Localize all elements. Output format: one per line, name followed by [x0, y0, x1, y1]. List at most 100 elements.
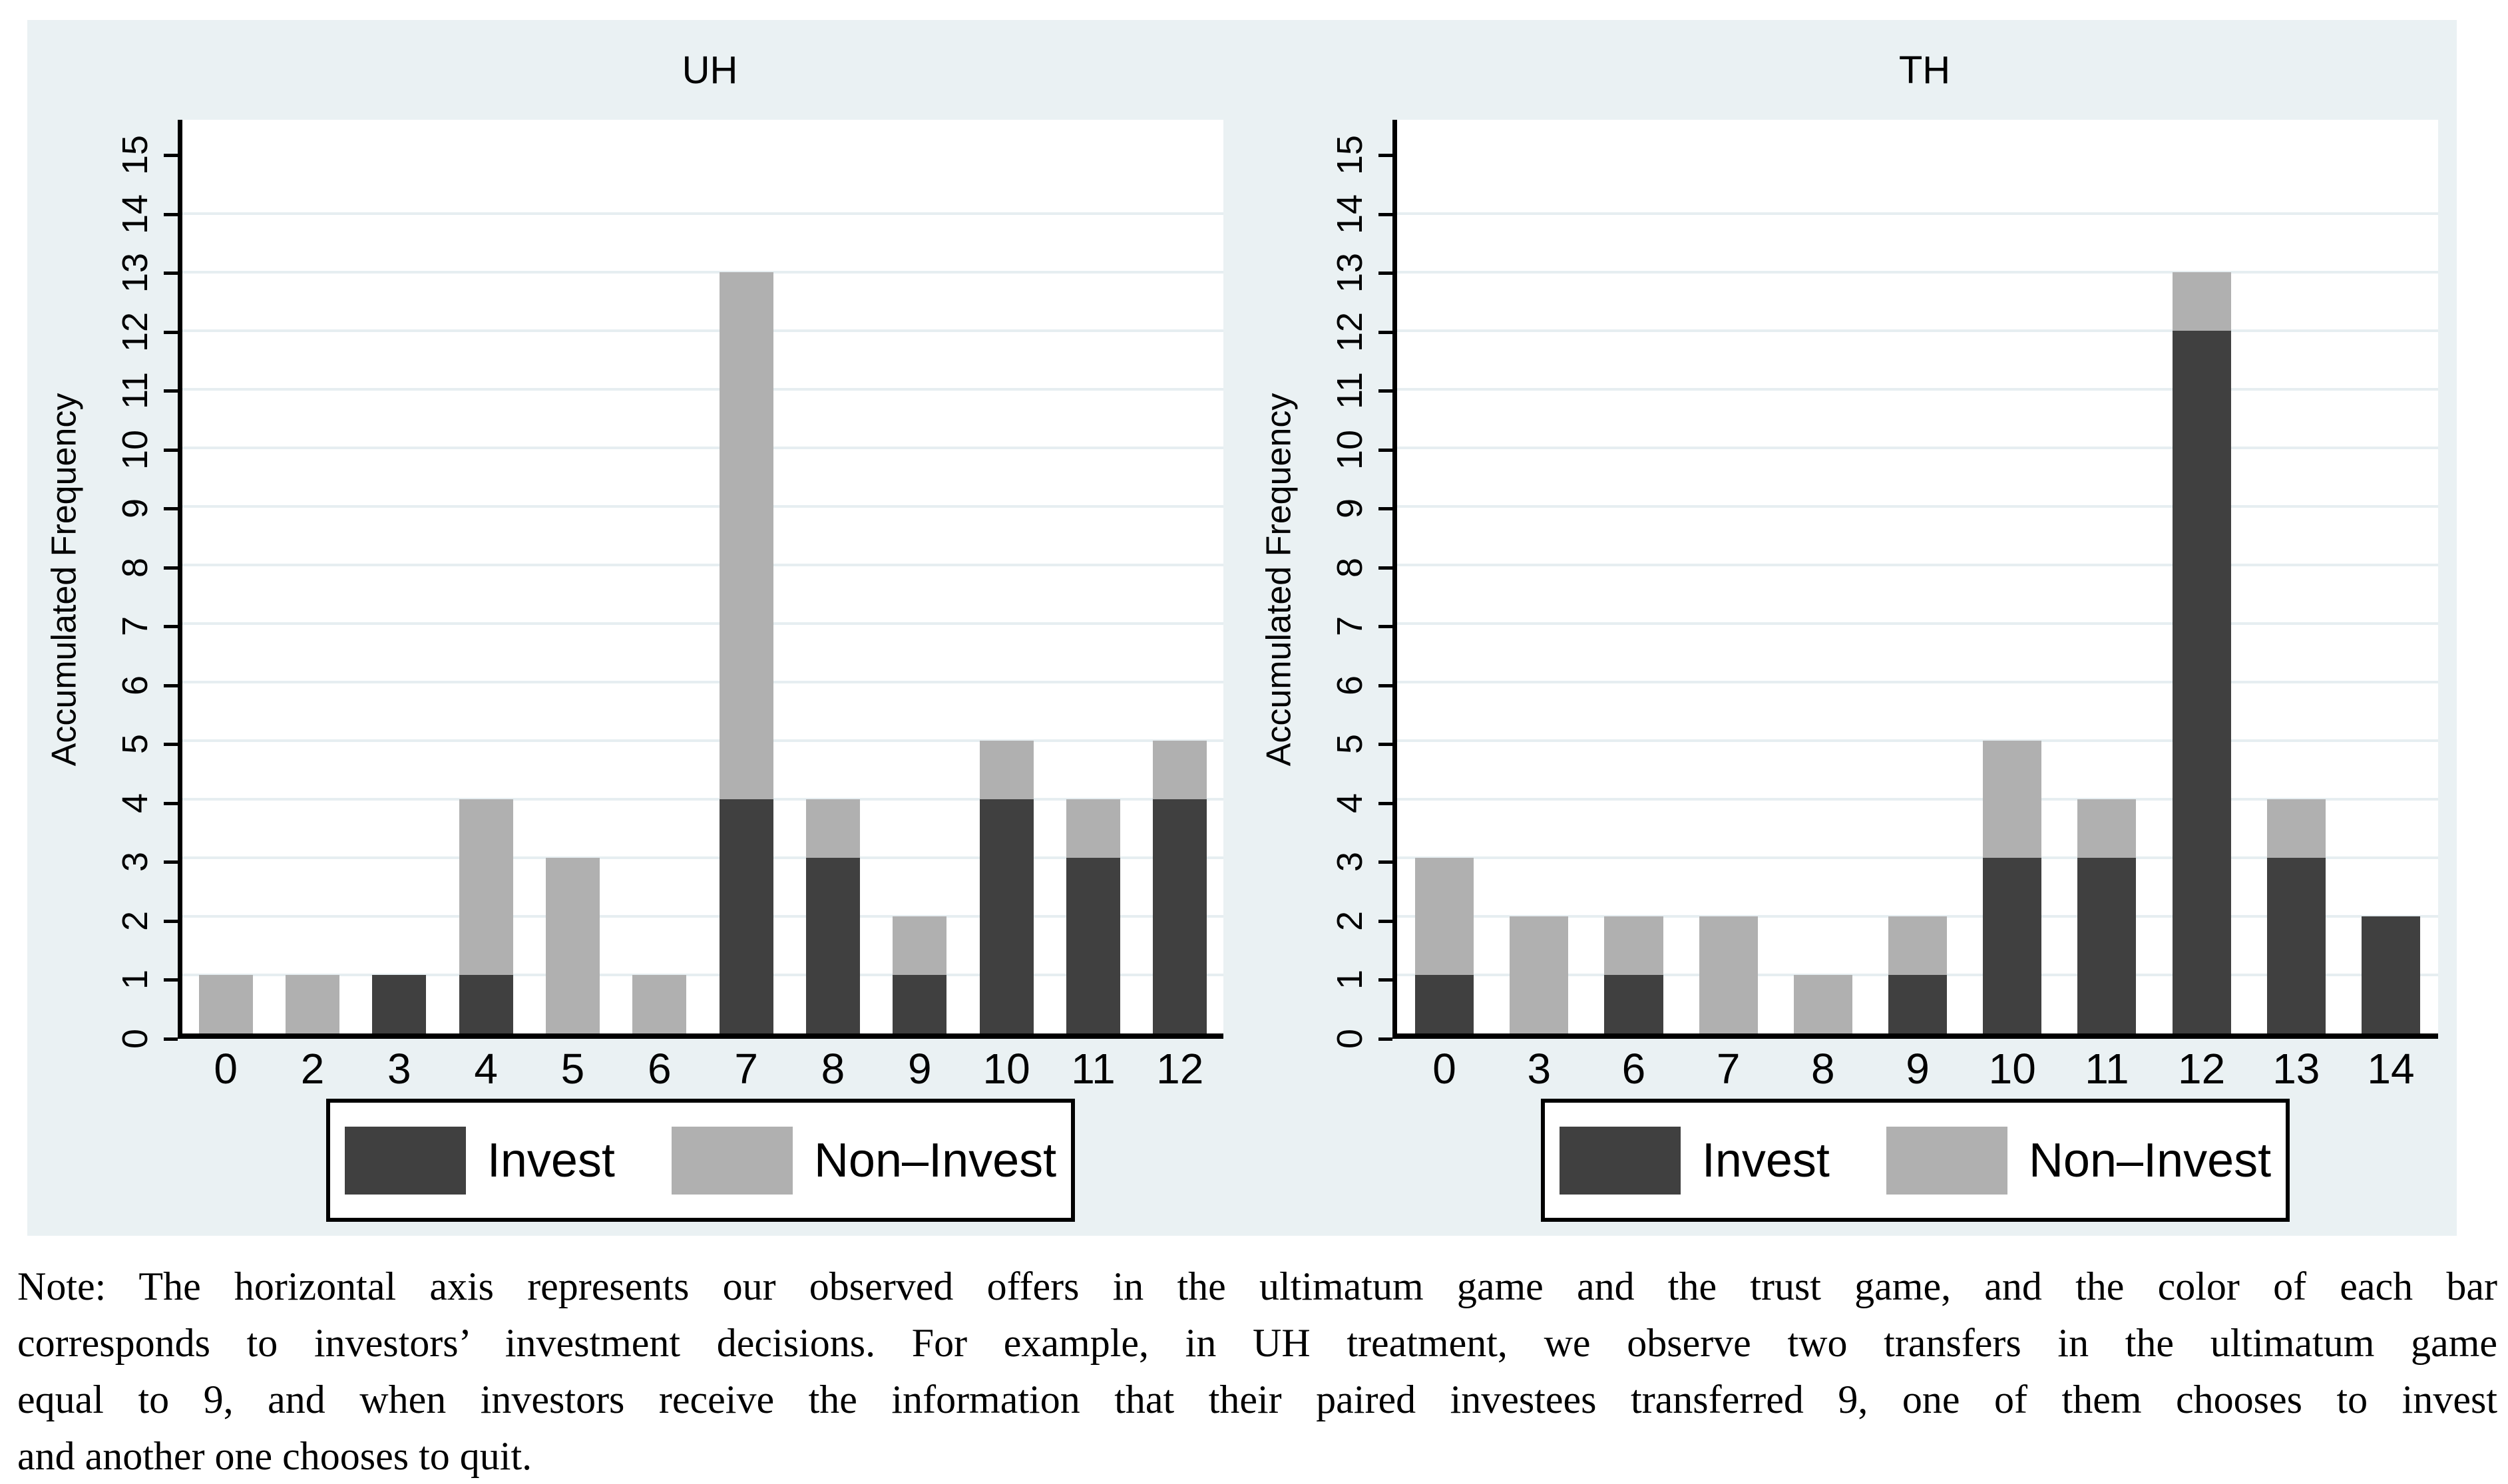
y-tick	[164, 1037, 178, 1041]
y-tick	[164, 801, 178, 805]
bar-slot	[2344, 120, 2438, 1033]
panel-uh: UH Accumulated Frequency 0 1 2 3 4 5 6 7 8 9 10 11 1…	[27, 20, 1242, 1236]
bar-slot	[269, 120, 355, 1033]
gridline	[182, 446, 1223, 449]
y-tick-label: 9	[1323, 482, 1376, 535]
y-tick-label-text: 9	[1329, 498, 1370, 519]
y-tick	[1378, 507, 1392, 511]
legend-label: Invest	[1701, 1133, 1830, 1187]
noninvest-swatch	[1886, 1126, 2007, 1195]
y-tick	[1378, 860, 1392, 864]
bar-slot	[443, 120, 529, 1033]
stacked-bar	[1793, 975, 1852, 1033]
y-tick-label: 1	[108, 953, 162, 1006]
x-tick-label: 10	[982, 1045, 1030, 1093]
bar-segment-noninvest	[198, 975, 253, 1033]
bar-segment-invest	[459, 974, 513, 1033]
y-tick-label-text: 5	[1329, 734, 1370, 755]
legend-row: Invest Non–Invest	[1392, 1099, 2438, 1222]
stacked-bar	[2266, 799, 2326, 1033]
bar-slot	[1586, 120, 1681, 1034]
y-tick-label-text: 5	[114, 734, 155, 755]
bar-segment-noninvest	[2172, 272, 2231, 331]
y-tick-label: 12	[108, 305, 162, 359]
bar-segment-invest	[2077, 857, 2137, 1033]
stacked-bar	[2077, 799, 2137, 1033]
y-axis-labels: 0 1 2 3 4 5 6 7 8 9 10 11 12 13 14 15	[101, 120, 158, 1049]
y-axis-title: Accumulated Frequency	[1242, 120, 1315, 1039]
y-axis-ticks	[1372, 120, 1392, 1041]
x-axis-labels: 0 2 3 4 5 6 7 8 9 10 11 12	[182, 1039, 1223, 1099]
bar-segment-invest	[979, 799, 1034, 1033]
legend-item-invest: Invest	[1559, 1126, 1830, 1195]
bar-segment-noninvest	[546, 857, 600, 1033]
y-tick	[164, 743, 178, 747]
bar-slot	[1965, 120, 2059, 1033]
bar-segment-noninvest	[806, 799, 860, 858]
y-tick-label-text: 0	[1329, 1028, 1370, 1049]
y-tick-label-text: 3	[1329, 852, 1370, 872]
y-tick-label-text: 9	[114, 498, 155, 519]
y-tick-label: 7	[108, 600, 162, 653]
y-tick-label-text: 15	[114, 135, 155, 176]
gridline	[182, 856, 1223, 859]
bar-slot	[1492, 120, 1586, 1033]
y-tick-label: 4	[108, 777, 162, 830]
bar-slot	[1397, 120, 1492, 1033]
bar-segment-noninvest	[1510, 916, 1569, 1033]
y-tick	[1378, 801, 1392, 805]
x-tick-label: 5	[560, 1045, 585, 1093]
gridline	[1397, 387, 2438, 391]
plot-area	[1392, 120, 2438, 1039]
legend-label: Invest	[487, 1133, 615, 1187]
y-tick	[1378, 448, 1392, 452]
stacked-bar	[1699, 916, 1758, 1033]
bar-slot	[877, 120, 963, 1034]
gridline	[1397, 563, 2438, 566]
bar-segment-invest	[1153, 799, 1207, 1033]
x-tick-label: 3	[1527, 1045, 1552, 1093]
plot-wrap	[1392, 120, 2457, 1039]
y-tick-label: 14	[108, 188, 162, 241]
gridline	[1397, 270, 2438, 274]
y-tick-label: 2	[108, 894, 162, 948]
bar-slot	[1681, 120, 1776, 1033]
y-axis-title-text: Accumulated Frequency	[1259, 393, 1299, 766]
bar-slot	[963, 120, 1050, 1033]
bar-segment-noninvest	[2077, 799, 2137, 858]
y-tick-label: 10	[108, 423, 162, 476]
y-tick	[164, 566, 178, 570]
gridline	[182, 563, 1223, 566]
bar-segment-noninvest	[719, 272, 773, 799]
bar-segment-noninvest	[1153, 740, 1207, 799]
y-tick-label-text: 14	[114, 194, 155, 234]
note-line: Note: The horizontal axis represents our…	[17, 1264, 2497, 1308]
bar-segment-noninvest	[1066, 799, 1120, 858]
y-tick	[164, 154, 178, 158]
gridline	[182, 387, 1223, 391]
bar-segment-invest	[1604, 975, 1663, 1034]
bar-segment-noninvest	[632, 975, 687, 1033]
y-tick	[1378, 1037, 1392, 1041]
y-tick-label-text: 1	[1329, 970, 1370, 990]
bar-segment-invest	[2361, 916, 2421, 1033]
bar-slot	[789, 120, 876, 1033]
gridline	[182, 974, 1223, 976]
y-tick-label: 10	[1323, 423, 1376, 476]
stacked-bar	[632, 975, 687, 1033]
y-tick	[164, 978, 178, 982]
gridline	[1397, 446, 2438, 449]
y-tick-label: 6	[1323, 659, 1376, 712]
stacked-bar	[1888, 916, 1948, 1034]
y-tick-label-text: 6	[1329, 675, 1370, 695]
y-tick-label: 14	[1323, 188, 1376, 241]
gridline	[182, 914, 1223, 918]
y-tick-label: 15	[108, 128, 162, 182]
bar-slot	[2249, 120, 2344, 1033]
gridline	[182, 329, 1223, 332]
y-tick-label: 3	[1323, 835, 1376, 888]
invest-swatch	[1559, 1126, 1681, 1195]
plot-wrap	[178, 120, 1242, 1039]
bar-slot	[1776, 120, 1870, 1033]
y-tick	[164, 860, 178, 864]
